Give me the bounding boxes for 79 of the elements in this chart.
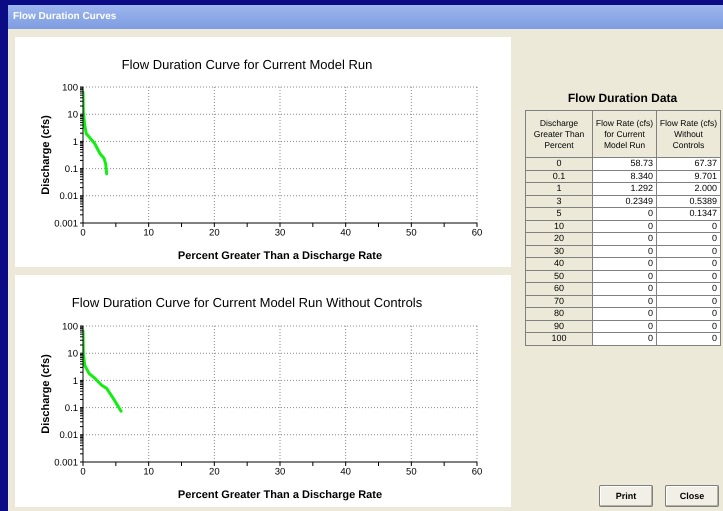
data-label: 0 (592, 308, 656, 320)
y-tick-label: 10 (67, 348, 78, 360)
data-label: 1.292 (592, 182, 656, 195)
chart-title: Flow Duration Data (566, 90, 678, 106)
y-tick-label: 0.1 (64, 402, 78, 414)
text: Close (665, 485, 719, 507)
x-tick-label: Flow Rate (cfs) Without Controls (656, 110, 720, 158)
data-label: 0 (656, 308, 720, 320)
y-tick-label: 30 (526, 245, 592, 258)
x-axis-title: Percent Greater Than a Discharge Rate (178, 489, 382, 501)
y-tick-label: 100 (62, 321, 78, 332)
x-tick-label: 30 (274, 466, 286, 478)
y-axis-title: Discharge (cfs) (40, 114, 52, 195)
y-tick-label: 1 (72, 136, 78, 148)
y-tick-label: 1 (72, 376, 78, 387)
y-axis-title: Discharge (cfs) (40, 354, 52, 434)
data-label: 0 (656, 320, 720, 332)
data-label: 0 (656, 245, 720, 258)
y-tick-label: 70 (526, 295, 592, 308)
data-label: 0 (656, 282, 720, 295)
y-tick-label: 40 (526, 258, 592, 270)
data-label: 0 (592, 245, 656, 258)
y-tick-label: 0.001 (54, 457, 78, 468)
text: Flow Duration Curves (13, 10, 116, 24)
data-label: 0 (592, 320, 656, 332)
data-label: 0 (592, 258, 656, 270)
y-axis-title: Discharge Greater Than Percent (526, 110, 592, 158)
x-tick-label: 40 (340, 228, 351, 239)
data-label: 0 (656, 270, 720, 282)
y-tick-label: 90 (526, 320, 592, 332)
x-tick-label: 10 (143, 228, 154, 239)
data-label: 2.000 (656, 182, 720, 195)
x-tick-label: 60 (472, 228, 482, 239)
y-tick-label: 50 (526, 270, 592, 282)
y-tick-label: 0.001 (54, 218, 78, 230)
data-label: 58.73 (592, 158, 656, 170)
x-tick-label: 0 (80, 466, 86, 478)
data-label: 0 (656, 332, 720, 345)
y-tick-label: 60 (526, 282, 592, 295)
x-tick-label: 40 (340, 466, 351, 478)
y-tick-label: 3 (526, 195, 592, 208)
x-tick-label: 0 (80, 228, 86, 239)
data-label: 8.340 (592, 170, 656, 182)
text: Print (599, 485, 653, 507)
y-tick-label: 0.01 (60, 191, 78, 202)
y-tick-label: 0.01 (60, 430, 78, 442)
data-label: 0.2349 (592, 195, 656, 208)
data-label: 9.701 (656, 170, 720, 182)
data-label: 0 (592, 208, 656, 220)
x-tick-label: 50 (406, 466, 417, 478)
line-series (83, 90, 108, 176)
x-tick-label: 60 (472, 466, 482, 478)
x-tick-label: 20 (209, 228, 220, 239)
chart-title: Flow Duration Curve for Current Model Run (120, 56, 374, 74)
y-tick-label: 0.1 (526, 170, 592, 182)
data-label: 0 (592, 295, 656, 308)
x-axis-title: Percent Greater Than a Discharge Rate (178, 250, 382, 262)
line-series (83, 329, 123, 413)
x-tick-label: 50 (406, 228, 417, 239)
data-label: 0 (592, 282, 656, 295)
y-tick-label: 1 (526, 182, 592, 195)
y-tick-label: 100 (526, 332, 592, 345)
chart-title: Flow Duration Curve for Current Model Run Without Controls (70, 294, 424, 312)
y-tick-label: 5 (526, 208, 592, 220)
data-label: 0 (656, 258, 720, 270)
data-label: 0.5389 (656, 195, 720, 208)
x-tick-label: 20 (209, 466, 220, 478)
data-label: 0 (592, 270, 656, 282)
data-label: 0.1347 (656, 208, 720, 220)
y-tick-label: 80 (526, 308, 592, 320)
x-tick-label: 30 (274, 228, 286, 239)
y-tick-label: 0 (526, 158, 592, 170)
y-tick-label: 0.1 (64, 164, 78, 175)
y-tick-label: 100 (62, 82, 78, 94)
data-label: 0 (656, 295, 720, 308)
data-label: 67.37 (656, 158, 720, 170)
x-tick-label: 10 (143, 466, 154, 478)
data-label: 0 (592, 332, 656, 345)
x-tick-label: Flow Rate (cfs) for Current Model Run (592, 110, 656, 158)
